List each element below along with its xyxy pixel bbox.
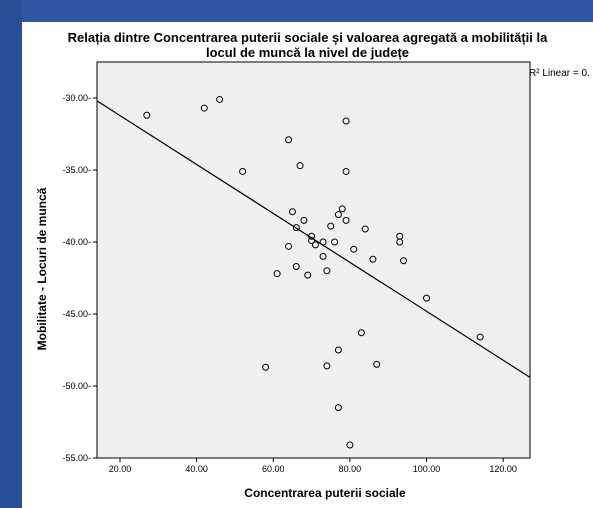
data-point [423, 294, 431, 302]
chart-panel: Relația dintre Concentrarea puterii soci… [22, 22, 593, 508]
data-point [288, 208, 296, 216]
data-point [216, 95, 224, 103]
data-point [361, 225, 369, 233]
data-point [373, 360, 381, 368]
data-point [143, 111, 151, 119]
y-tick-label: -45.00- [62, 309, 91, 319]
data-point [308, 237, 316, 245]
window-left-strip [0, 0, 22, 508]
data-point [342, 117, 350, 125]
data-point [285, 242, 293, 250]
data-point [396, 238, 404, 246]
data-point [323, 362, 331, 370]
data-point [308, 232, 316, 240]
x-tick-label: 40.00 [185, 464, 208, 474]
y-tick-label: -30.00- [62, 93, 91, 103]
data-point [200, 104, 208, 112]
x-tick-label: 120.00 [489, 464, 517, 474]
data-point [319, 238, 327, 246]
data-point [338, 205, 346, 213]
data-point [300, 216, 308, 224]
data-point [262, 363, 270, 371]
data-point [346, 441, 354, 449]
data-point [334, 211, 342, 219]
data-point [292, 262, 300, 270]
data-point [342, 167, 350, 175]
x-axis-title: Concentrarea puterii sociale [244, 486, 406, 500]
data-point [400, 257, 408, 265]
data-point [304, 271, 312, 279]
scatter-plot: -30.00- -35.00- -40.00- -45.00- -50.00- -55.0… [62, 61, 531, 474]
y-tick-label: -40.00- [62, 237, 91, 247]
data-point [273, 270, 281, 278]
y-tick-label: -35.00- [62, 165, 91, 175]
y-tick-label: -50.00- [62, 381, 91, 391]
data-point [292, 224, 300, 232]
data-point [311, 241, 319, 249]
chart-title-line-2: locul de muncă la nivel de județe [206, 45, 409, 60]
y-tick-label: -55.00- [62, 453, 91, 463]
data-point [334, 346, 342, 354]
x-tick-label: 80.00 [339, 464, 362, 474]
y-axis-title: Mobilitate - Locuri de muncă [35, 187, 49, 351]
x-tick-label: 60.00 [262, 464, 285, 474]
data-point [285, 136, 293, 144]
x-tick-label: 100.00 [413, 464, 441, 474]
data-point [323, 267, 331, 275]
plot-area [96, 61, 531, 459]
data-point [327, 222, 335, 230]
data-point [476, 333, 484, 341]
r2-linear-label: R² Linear = 0. [529, 68, 590, 79]
x-tick-label: 20.00 [109, 464, 132, 474]
data-point [319, 252, 327, 260]
data-point [369, 255, 377, 263]
data-point [342, 216, 350, 224]
data-point [357, 329, 365, 337]
chart-title-line-1: Relația dintre Concentrarea puterii soci… [67, 30, 548, 45]
data-point [334, 404, 342, 412]
data-point [296, 162, 304, 170]
data-point [239, 167, 247, 175]
data-point [350, 245, 358, 253]
data-point [331, 238, 339, 246]
